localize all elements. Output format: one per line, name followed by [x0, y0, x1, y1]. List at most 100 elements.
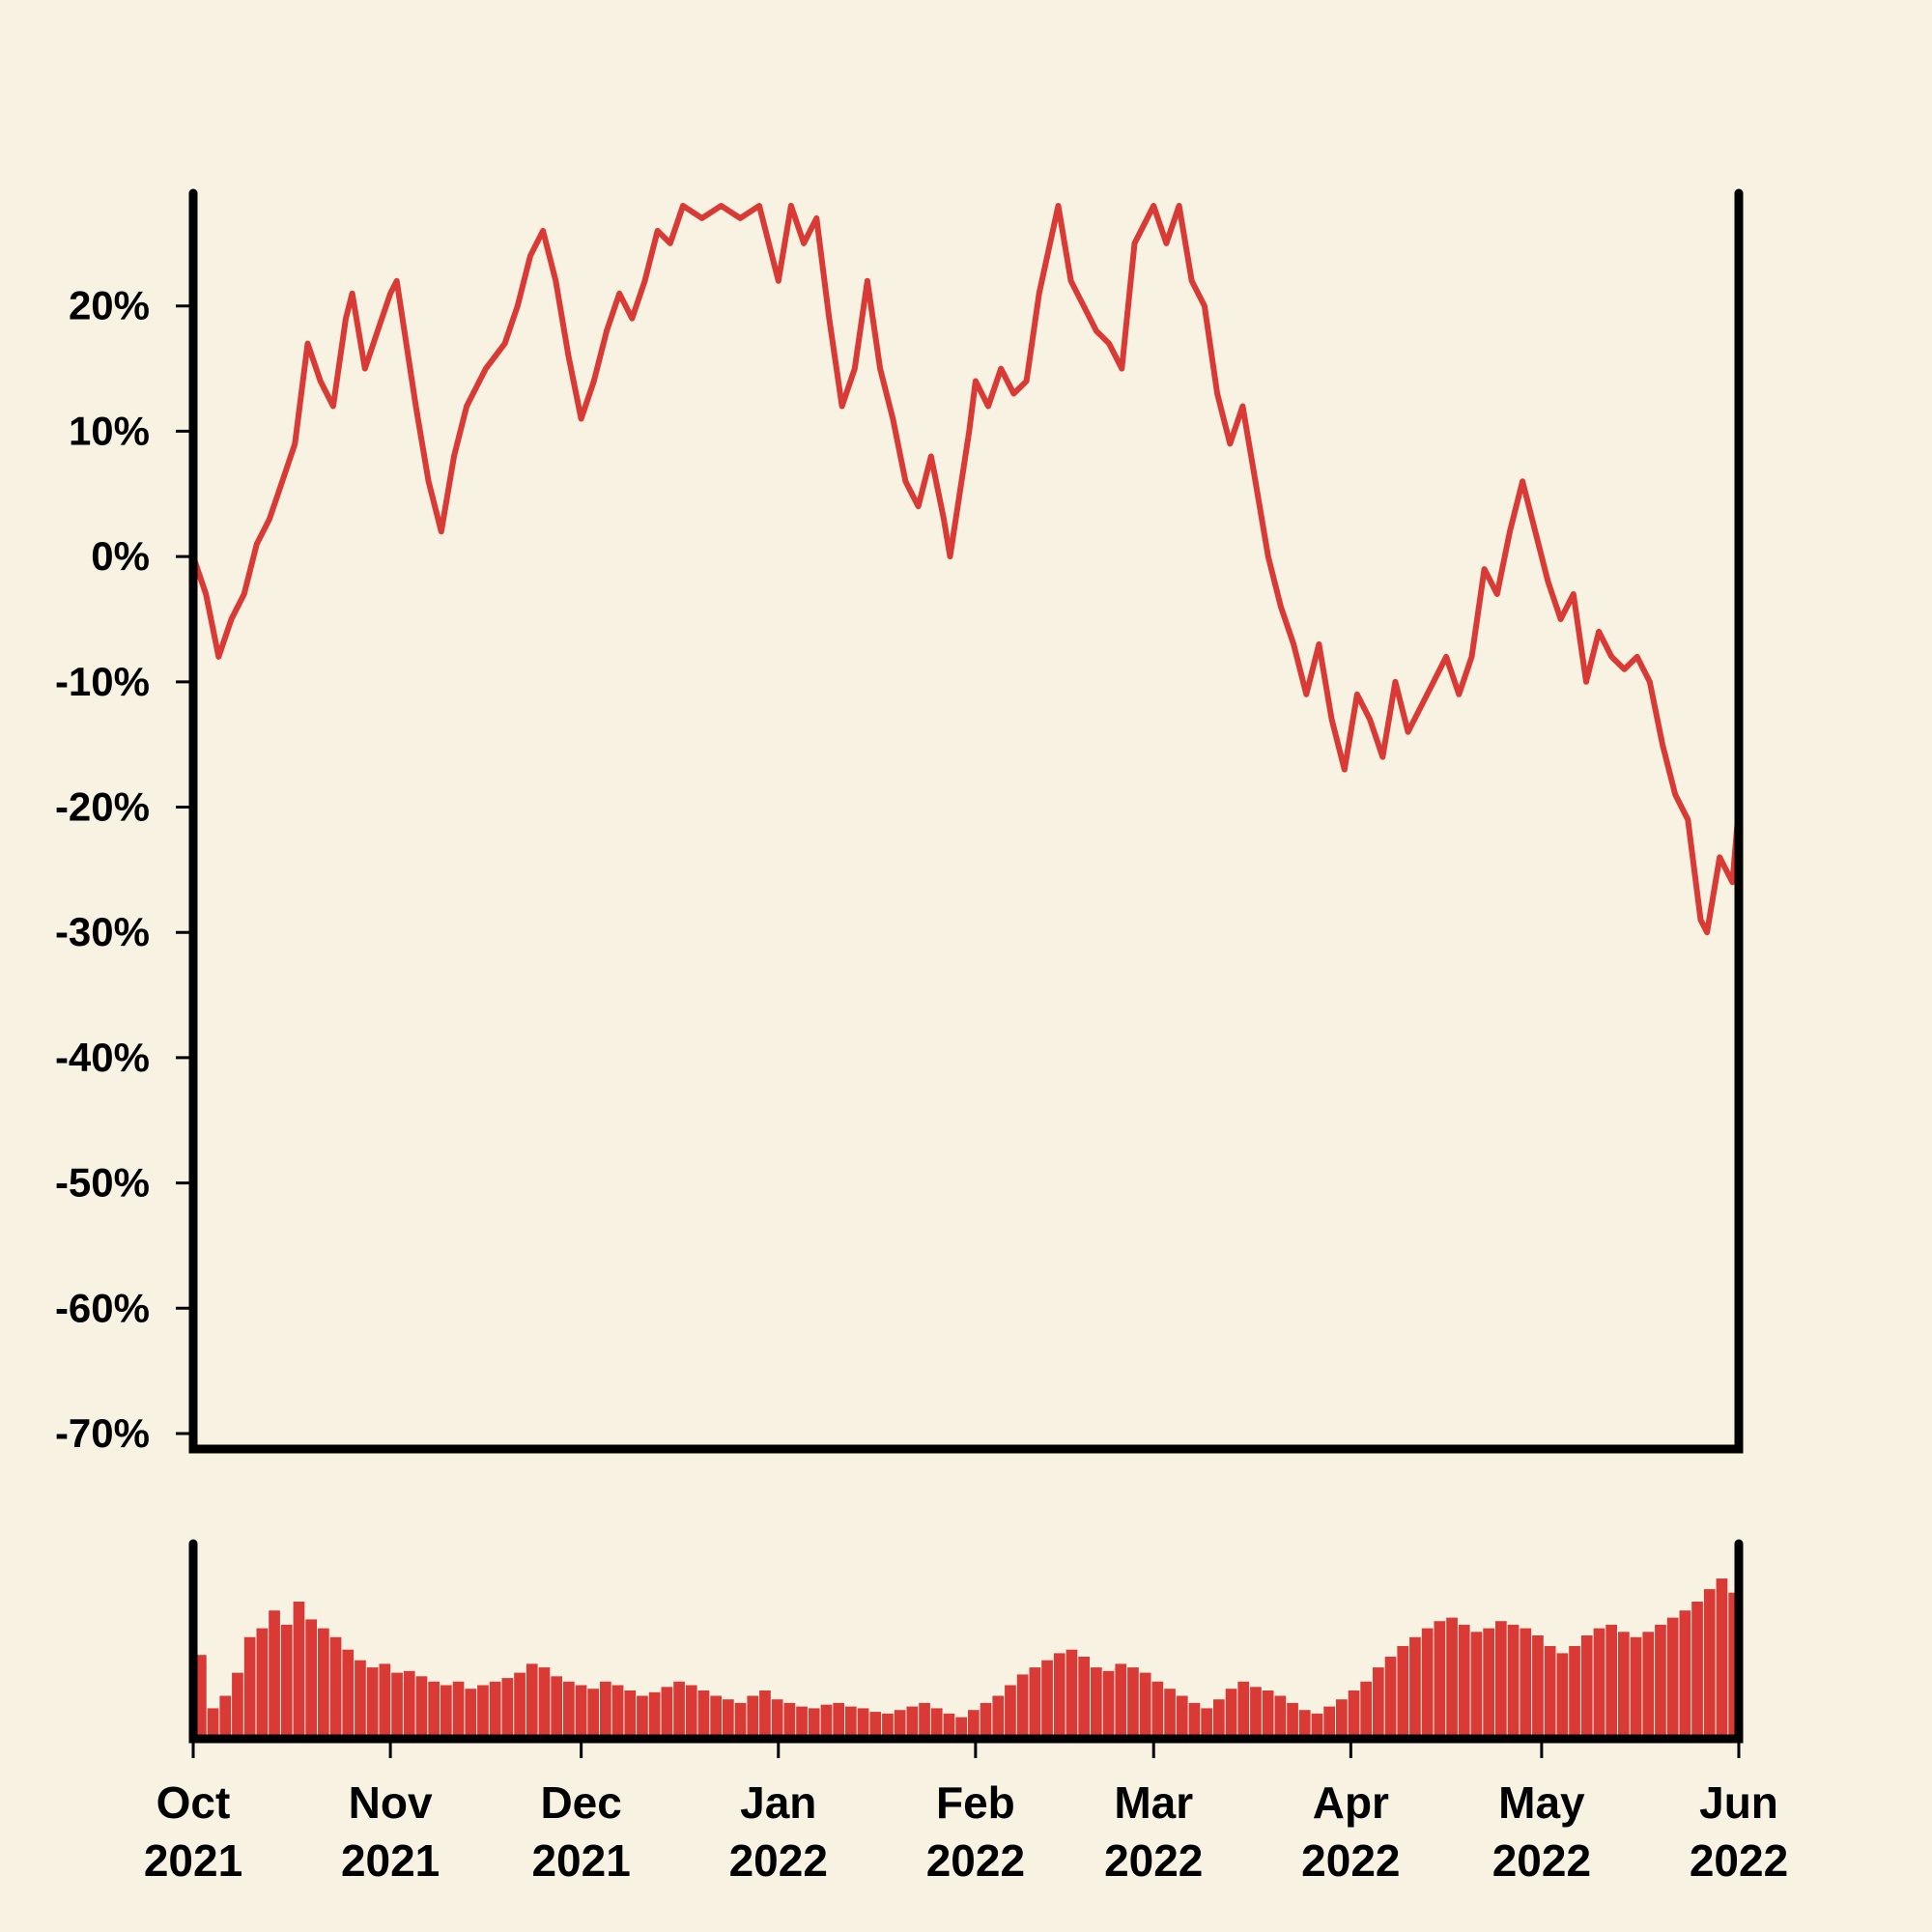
volume-bar	[661, 1687, 673, 1735]
volume-bar	[342, 1649, 355, 1735]
volume-bar	[1618, 1632, 1630, 1735]
volume-bar	[783, 1702, 796, 1735]
volume-bar	[1532, 1635, 1544, 1735]
volume-bar	[329, 1636, 342, 1735]
price-axis-frame	[188, 188, 1744, 1454]
volume-bar	[980, 1702, 992, 1735]
y-tick-label: -50%	[55, 1160, 150, 1206]
volume-bar	[1298, 1710, 1311, 1735]
volume-bar	[452, 1681, 465, 1735]
volume-bar	[1164, 1689, 1176, 1735]
volume-bar	[1679, 1610, 1691, 1735]
volume-bar	[379, 1663, 391, 1735]
volume-bar	[747, 1695, 759, 1735]
volume-bar	[563, 1681, 575, 1735]
volume-bar	[1360, 1681, 1372, 1735]
volume-bar	[968, 1710, 980, 1735]
volume-bar	[1716, 1578, 1728, 1735]
volume-bar	[1483, 1628, 1494, 1735]
volume-bar	[1593, 1628, 1605, 1735]
volume-bar	[1065, 1649, 1078, 1735]
volume-bar	[440, 1685, 452, 1735]
volume-bar	[808, 1708, 820, 1735]
volume-bar	[624, 1690, 637, 1735]
x-tick-label-year: 2022	[1301, 1835, 1400, 1886]
volume-bar	[1176, 1695, 1188, 1735]
volume-bar	[1544, 1646, 1556, 1735]
volume-bar	[685, 1685, 697, 1735]
volume-bar	[1569, 1646, 1580, 1735]
volume-bar	[305, 1619, 317, 1735]
volume-bar	[759, 1690, 771, 1735]
x-tick-label-month: Nov	[349, 1777, 433, 1828]
volume-bar	[882, 1713, 894, 1735]
volume-bar	[1458, 1624, 1470, 1735]
volume-bar	[526, 1663, 538, 1735]
x-tick-label-month: Feb	[936, 1777, 1015, 1828]
volume-bar	[1421, 1628, 1434, 1735]
volume-bar	[219, 1695, 232, 1735]
y-tick-label: 0%	[91, 533, 150, 579]
volume-bar	[1703, 1589, 1716, 1735]
volume-bar	[1728, 1592, 1740, 1735]
volume-bar	[1434, 1621, 1446, 1735]
volume-bar	[269, 1610, 280, 1735]
volume-bar	[1336, 1699, 1348, 1735]
volume-bar	[943, 1713, 955, 1735]
x-tick-label-month: May	[1498, 1777, 1585, 1828]
volume-bar	[1237, 1681, 1250, 1735]
volume-bar	[1691, 1602, 1703, 1735]
volume-bar	[256, 1628, 269, 1735]
volume-bar	[403, 1670, 415, 1735]
volume-bar	[723, 1699, 734, 1735]
volume-bar	[1053, 1653, 1065, 1735]
volume-bar	[355, 1660, 366, 1735]
x-tick-label-month: Apr	[1313, 1777, 1389, 1828]
volume-bar	[366, 1667, 379, 1735]
volume-bar	[845, 1706, 857, 1735]
volume-bar	[318, 1628, 329, 1735]
x-tick-label-month: Jun	[1699, 1777, 1778, 1828]
volume-bar	[1262, 1690, 1274, 1735]
volume-bars	[195, 1578, 1740, 1735]
volume-bar	[1311, 1713, 1323, 1735]
volume-bar	[710, 1695, 722, 1735]
volume-bar	[1520, 1628, 1532, 1735]
x-tick-label-year: 2022	[1492, 1835, 1591, 1886]
volume-bar	[1029, 1667, 1041, 1735]
volume-bar	[796, 1706, 808, 1735]
volume-bar	[1605, 1624, 1617, 1735]
volume-bar	[1041, 1660, 1053, 1735]
volume-bar	[1115, 1663, 1127, 1735]
volume-bar	[243, 1636, 256, 1735]
volume-bar	[1630, 1636, 1642, 1735]
x-tick-label-year: 2021	[531, 1835, 630, 1886]
y-axis-ticks: 20% 10% 0% -10% -20% -30% -40% -50% -60% -70%	[55, 283, 193, 1456]
volume-bar	[637, 1695, 648, 1735]
y-tick-label: -60%	[55, 1285, 150, 1330]
volume-bar	[857, 1708, 869, 1735]
volume-bar	[1507, 1624, 1520, 1735]
volume-bar	[1188, 1702, 1201, 1735]
volume-bar	[820, 1704, 833, 1735]
volume-bar	[1102, 1670, 1115, 1735]
volume-axis-frame	[188, 1539, 1744, 1744]
volume-bar	[1580, 1635, 1593, 1735]
volume-bar	[538, 1667, 551, 1735]
y-tick-label: -40%	[55, 1035, 150, 1080]
x-axis-ticks: Oct 2021 Nov 2021 Dec 2021 Jan 2022 Feb 2022 Mar 20…	[144, 1739, 1788, 1886]
x-tick-label-month: Jan	[740, 1777, 816, 1828]
volume-bar	[575, 1685, 587, 1735]
volume-bar	[1151, 1681, 1164, 1735]
y-tick-label: -20%	[55, 784, 150, 830]
volume-bar	[1384, 1657, 1397, 1735]
volume-panel: Oct 2021 Nov 2021 Dec 2021 Jan 2022 Feb 2022 Mar 20…	[144, 1539, 1788, 1886]
x-tick-label-year: 2021	[341, 1835, 440, 1886]
volume-bar	[1287, 1702, 1298, 1735]
volume-bar	[1348, 1690, 1360, 1735]
volume-bar	[600, 1681, 611, 1735]
volume-bar	[1225, 1689, 1237, 1735]
volume-bar	[673, 1681, 685, 1735]
volume-bar	[1373, 1667, 1384, 1735]
volume-bar	[992, 1695, 1005, 1735]
